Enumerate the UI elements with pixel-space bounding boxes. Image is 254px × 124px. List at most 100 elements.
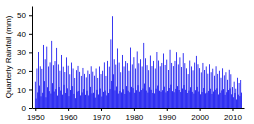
bar: [194, 63, 196, 108]
tick-mark: [29, 34, 32, 35]
tick-mark: [68, 108, 69, 111]
bar: [118, 63, 120, 108]
bar: [102, 71, 104, 108]
bar: [69, 74, 71, 108]
tick-mark: [35, 108, 36, 111]
tick-label: 50: [17, 11, 26, 20]
tick-mark: [200, 108, 201, 111]
tick-label: 1950: [27, 113, 45, 122]
tick-mark: [29, 15, 32, 16]
bar: [75, 70, 77, 108]
tick-label: 20: [17, 67, 26, 76]
chart: 195019601970198019902000201001020304050Q…: [0, 0, 254, 124]
bar: [110, 39, 112, 108]
tick: 2000: [191, 108, 209, 122]
bar: [128, 71, 130, 108]
bar: [199, 68, 201, 108]
tick-label: 10: [17, 86, 26, 95]
bar: [141, 66, 143, 108]
bar: [223, 75, 225, 108]
bar: [79, 72, 81, 108]
bar: [140, 59, 142, 108]
bar: [90, 66, 92, 108]
bar: [112, 16, 114, 108]
bar: [123, 66, 125, 108]
bar: [217, 74, 219, 108]
bar: [166, 60, 168, 108]
bar: [130, 48, 132, 108]
bar: [189, 61, 191, 108]
bar: [107, 61, 109, 108]
tick-mark: [232, 108, 233, 111]
y-axis: 01020304050: [17, 7, 32, 114]
bar: [169, 50, 171, 108]
tick-mark: [29, 108, 32, 109]
bar: [209, 64, 211, 108]
bar: [225, 72, 227, 108]
bar: [181, 67, 183, 108]
bar: [71, 63, 73, 108]
bar: [56, 48, 58, 108]
bar: [195, 56, 197, 108]
bar: [95, 68, 97, 108]
bar: [241, 93, 243, 108]
bar: [82, 68, 84, 108]
bar: [232, 87, 234, 108]
plot: 195019601970198019902000201001020304050: [17, 7, 244, 122]
axis-line: [32, 7, 33, 109]
bar: [64, 72, 66, 108]
tick: 10: [17, 86, 32, 95]
bar: [51, 41, 53, 108]
bar: [161, 63, 163, 108]
tick: 30: [17, 48, 32, 57]
bar: [164, 65, 166, 108]
bar: [135, 68, 137, 108]
bar: [103, 62, 105, 108]
bar: [176, 52, 178, 108]
tick: 50: [17, 11, 32, 20]
bar: [46, 47, 48, 108]
bar: [131, 64, 133, 108]
bar: [212, 69, 214, 108]
bar: [153, 61, 155, 108]
bar: [228, 70, 230, 108]
bar: [36, 68, 38, 108]
bar: [240, 80, 242, 108]
bar: [149, 56, 151, 108]
bar: [138, 63, 140, 108]
bar: [38, 52, 40, 108]
bar: [87, 71, 89, 108]
bar: [207, 74, 209, 108]
x-axis: 1950196019701980199020002010: [27, 108, 245, 122]
tick-label: 2000: [191, 113, 209, 122]
bar: [210, 72, 212, 108]
tick: 1990: [158, 108, 176, 122]
bar: [186, 68, 188, 108]
bar: [52, 65, 54, 108]
bar: [204, 70, 206, 108]
bar: [192, 70, 194, 108]
bar: [179, 57, 181, 108]
bar: [227, 80, 229, 108]
bar: [57, 64, 59, 108]
tick: 1970: [93, 108, 111, 122]
bar: [126, 63, 128, 108]
bar: [49, 62, 51, 108]
bar: [120, 72, 122, 108]
bar: [145, 58, 147, 108]
bar: [94, 76, 96, 108]
bar: [97, 78, 99, 108]
bar: [133, 57, 135, 108]
tick: 1960: [60, 108, 78, 122]
bar: [146, 65, 148, 108]
bar: [202, 63, 204, 108]
bar: [184, 63, 186, 108]
tick: 40: [17, 30, 32, 39]
bar: [72, 68, 74, 108]
bar: [41, 69, 43, 108]
bar: [61, 55, 63, 108]
bar: [237, 78, 239, 108]
bar: [89, 74, 91, 108]
bar: [174, 61, 176, 108]
bar: [100, 74, 102, 108]
